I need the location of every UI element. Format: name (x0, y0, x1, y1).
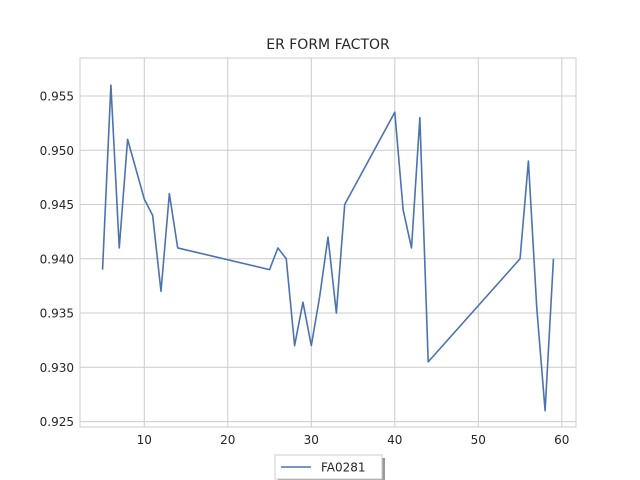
x-tick-label: 20 (220, 433, 235, 447)
y-tick-label: 0.945 (40, 198, 74, 212)
x-axis: 10 20 30 40 50 60 (137, 433, 570, 447)
y-axis: 0.925 0.930 0.935 0.940 0.945 0.950 0.955 (40, 89, 74, 429)
x-tick-label: 60 (554, 433, 569, 447)
x-tick-label: 10 (137, 433, 152, 447)
y-tick-label: 0.955 (40, 89, 74, 103)
y-tick-label: 0.925 (40, 415, 74, 429)
y-tick-label: 0.935 (40, 307, 74, 321)
x-tick-label: 30 (304, 433, 319, 447)
x-tick-label: 40 (387, 433, 402, 447)
series-layer (101, 84, 555, 412)
grid-lines (80, 58, 576, 427)
x-tick-label: 50 (471, 433, 486, 447)
y-tick-label: 0.930 (40, 361, 74, 375)
legend: FA0281 (274, 454, 385, 480)
y-tick-label: 0.950 (40, 144, 74, 158)
y-tick-label: 0.940 (40, 252, 74, 266)
series-line (101, 84, 555, 412)
chart-title: ER FORM FACTOR (266, 37, 390, 53)
plot-area (79, 57, 577, 428)
legend-label: FA0281 (321, 461, 366, 475)
